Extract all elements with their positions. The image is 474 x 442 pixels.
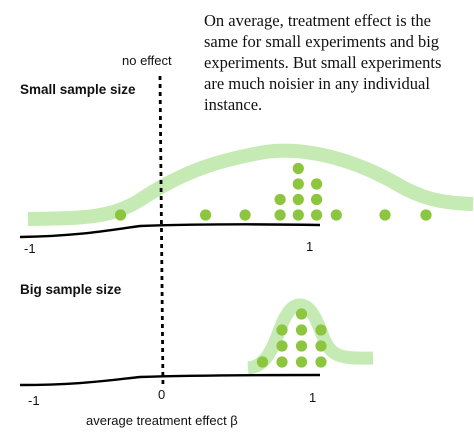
- annotation-line-4: are much noisier in any individual: [204, 74, 430, 93]
- big-sample-dot-4: [276, 324, 288, 336]
- big-sample-tick-minus-one: -1: [28, 393, 40, 408]
- x-axis-label: average treatment effect β: [86, 413, 238, 428]
- small-sample-dot-10: [311, 209, 323, 221]
- annotation-line-5: instance.: [204, 95, 263, 114]
- small-sample-dot-4: [274, 209, 286, 221]
- big-sample-dot-8: [295, 308, 308, 320]
- big-sample-dot-2: [276, 356, 288, 368]
- small-sample-dot-3: [239, 209, 251, 221]
- annotation-text: On average, treatment effect is the same…: [204, 10, 466, 115]
- small-sample-dot-11: [311, 193, 323, 206]
- small-sample-dot-13: [330, 209, 342, 221]
- big-sample-dot-10: [315, 340, 327, 352]
- no-effect-label: no effect: [122, 53, 172, 68]
- small-sample-dot-12: [311, 178, 323, 190]
- big-sample-axis-line: [19, 373, 321, 387]
- small-sample-dot-15: [420, 209, 432, 221]
- small-sample-dot-14: [379, 209, 391, 221]
- big-sample-dot-3: [276, 340, 288, 352]
- small-sample-dot-8: [292, 178, 304, 190]
- small-sample-dot-6: [292, 209, 304, 221]
- small-sample-title: Small sample size: [20, 82, 136, 97]
- big-sample-dot-11: [315, 324, 327, 336]
- small-sample-axis-line: [19, 223, 321, 239]
- small-sample-dot-7: [292, 193, 304, 206]
- big-sample-tick-one: 1: [309, 390, 316, 405]
- annotation-line-2: same for small experiments and big: [204, 32, 440, 51]
- small-sample-tick-one: 1: [306, 239, 313, 254]
- big-sample-density-band: [246, 298, 374, 375]
- no-effect-dashed-line: [158, 75, 165, 389]
- annotation-line-3: experiments. But small experiments: [204, 53, 442, 72]
- small-sample-dot-5: [274, 193, 286, 206]
- annotation-line-1: On average, treatment effect is the: [204, 11, 431, 30]
- big-sample-dot-7: [295, 324, 308, 336]
- big-sample-dot-9: [315, 356, 327, 368]
- small-sample-density-band: [27, 143, 474, 226]
- big-sample-title: Big sample size: [20, 282, 122, 297]
- big-sample-dot-5: [295, 356, 308, 368]
- big-sample-dot-6: [295, 340, 308, 352]
- small-sample-tick-minus-one: -1: [24, 241, 36, 256]
- small-sample-dot-1: [114, 209, 127, 221]
- small-sample-dot-9: [292, 162, 304, 175]
- big-sample-tick-zero: 0: [158, 387, 165, 402]
- small-sample-dot-2: [200, 209, 212, 221]
- big-sample-dot-1: [256, 356, 269, 368]
- small-sample-dot-group: [114, 162, 432, 221]
- big-sample-dot-group: [256, 308, 327, 368]
